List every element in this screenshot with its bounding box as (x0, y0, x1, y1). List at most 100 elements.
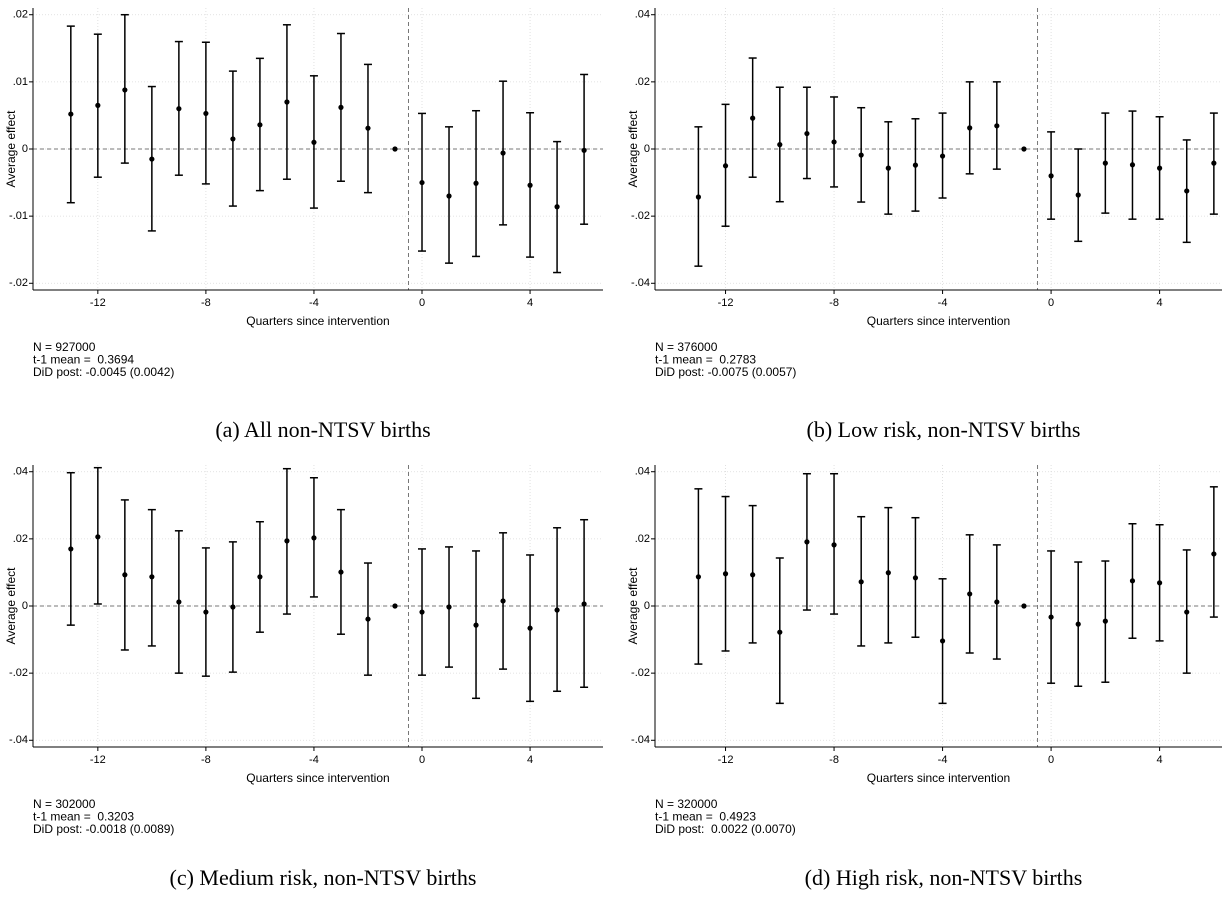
note: DiD post: 0.0022 (0.0070) (655, 822, 796, 836)
note: DiD post: -0.0075 (0.0057) (655, 365, 796, 379)
x-tick-label: -12 (718, 754, 734, 766)
point (994, 599, 1000, 605)
x-tick-label: 4 (527, 297, 533, 309)
point (1129, 162, 1136, 168)
point (284, 538, 290, 544)
note: N = 927000 (33, 340, 96, 354)
point (68, 111, 74, 117)
point (419, 179, 425, 186)
point (554, 607, 560, 613)
point (338, 104, 344, 110)
y-tick-label: .02 (13, 533, 28, 545)
point (122, 87, 128, 93)
point (1075, 192, 1081, 198)
point (804, 130, 810, 137)
note: t-1 mean = 0.4923 (655, 810, 756, 824)
point (885, 570, 891, 576)
x-tick-label: -8 (201, 297, 211, 309)
caption: (c) Medium risk, non-NTSV births (170, 865, 477, 890)
note: N = 302000 (33, 797, 96, 811)
point (581, 147, 587, 153)
x-tick-label: 4 (1157, 297, 1163, 309)
point (804, 539, 810, 545)
point (230, 136, 236, 142)
y-tick-label: -.02 (9, 667, 28, 679)
point (1211, 551, 1217, 557)
x-tick-label: 0 (419, 297, 425, 309)
y-tick-label: -.02 (9, 277, 28, 289)
note: t-1 mean = 0.3694 (33, 353, 134, 367)
point (149, 156, 155, 162)
point (257, 122, 263, 128)
point (122, 572, 128, 578)
point (581, 601, 587, 607)
point (392, 146, 398, 152)
point (885, 165, 891, 171)
point (257, 574, 263, 580)
point (967, 125, 973, 131)
point (912, 575, 919, 581)
point (939, 638, 946, 644)
x-axis-title: Quarters since intervention (246, 314, 389, 328)
point (365, 125, 371, 131)
point (1184, 188, 1190, 194)
point (722, 163, 729, 169)
point (1184, 609, 1190, 615)
point (95, 534, 101, 540)
x-tick-label: -4 (938, 754, 948, 766)
point (203, 110, 209, 117)
point (1021, 603, 1027, 609)
point (1048, 614, 1054, 620)
x-tick-label: 0 (1048, 754, 1054, 766)
y-tick-label: .02 (13, 9, 28, 21)
point (500, 150, 506, 156)
y-tick-label: -.04 (9, 734, 28, 746)
y-tick-label: -.02 (631, 667, 650, 679)
point (1102, 618, 1108, 624)
point (473, 622, 479, 628)
point (1102, 160, 1108, 166)
y-axis-title: Average effect (626, 567, 640, 645)
y-tick-label: 0 (22, 600, 28, 612)
point (419, 609, 425, 615)
y-tick-label: .04 (635, 466, 650, 478)
x-tick-label: 0 (1048, 297, 1054, 309)
point (365, 616, 371, 622)
point (750, 572, 756, 578)
note: t-1 mean = 0.2783 (655, 353, 756, 367)
y-tick-label: -.04 (631, 277, 650, 289)
x-tick-label: -8 (201, 754, 211, 766)
point (338, 569, 344, 575)
x-tick-label: -12 (90, 297, 106, 309)
note: DiD post: -0.0018 (0.0089) (33, 822, 174, 836)
y-axis-title: Average effect (626, 110, 640, 188)
note: N = 320000 (655, 797, 718, 811)
point (858, 152, 864, 158)
point (1021, 146, 1027, 152)
x-tick-label: -12 (718, 297, 734, 309)
x-tick-label: -8 (829, 754, 839, 766)
point (1075, 621, 1081, 627)
point (284, 99, 290, 105)
point (446, 193, 452, 199)
point (230, 604, 236, 610)
point (1211, 160, 1217, 166)
x-tick-label: -4 (309, 297, 319, 309)
point (1157, 580, 1163, 586)
y-axis-title: Average effect (4, 110, 18, 188)
y-tick-label: 0 (644, 143, 650, 155)
point (68, 546, 74, 552)
caption: (a) All non-NTSV births (215, 417, 430, 442)
y-tick-label: .01 (13, 76, 28, 88)
point (912, 162, 919, 168)
point (939, 153, 946, 159)
x-tick-label: 4 (527, 754, 533, 766)
point (1157, 165, 1163, 171)
point (176, 106, 182, 112)
point (994, 123, 1000, 129)
note: DiD post: -0.0045 (0.0042) (33, 365, 174, 379)
y-tick-label: .04 (13, 466, 28, 478)
x-tick-label: -4 (938, 297, 948, 309)
y-tick-label: -.01 (9, 210, 28, 222)
